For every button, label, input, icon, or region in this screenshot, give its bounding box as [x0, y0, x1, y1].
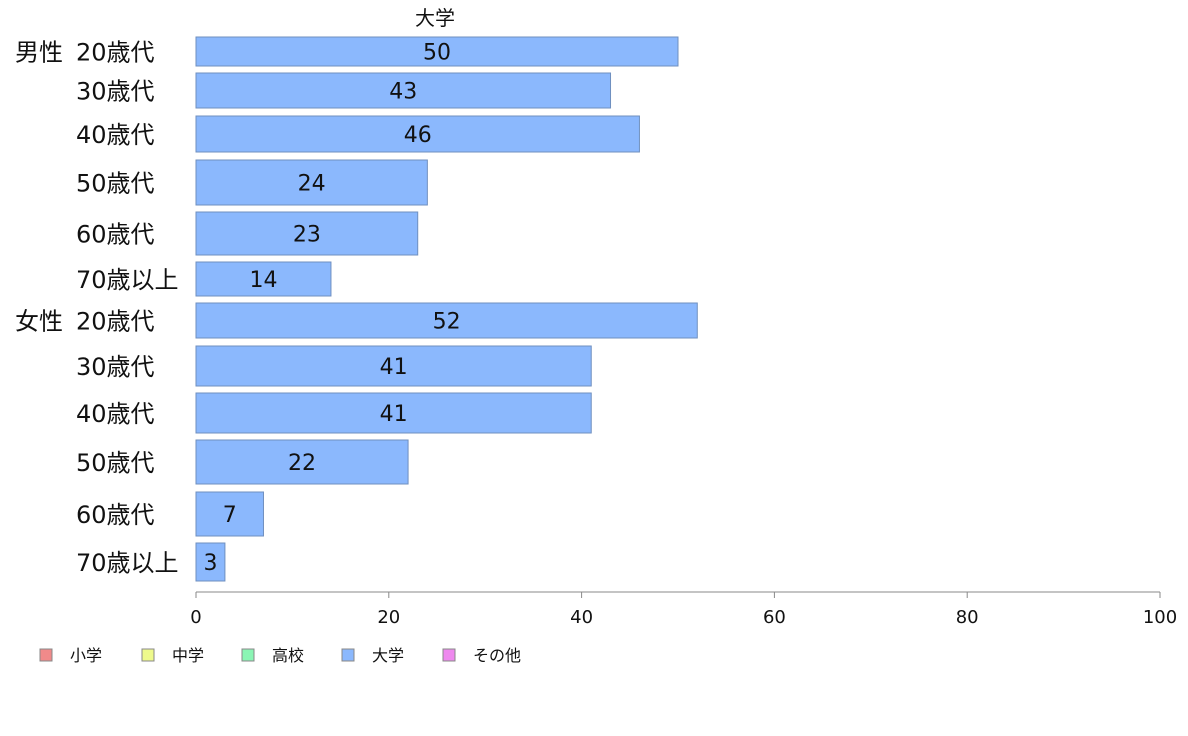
bar [195, 542, 226, 582]
bar-value-label: 43 [389, 80, 417, 105]
legend-label: 小学 [70, 646, 102, 665]
x-tick-label: 0 [190, 607, 201, 628]
bar-value-label: 50 [423, 41, 451, 66]
legend-swatch [241, 648, 255, 662]
category-label: 70歳以上 [76, 549, 179, 577]
category-label: 30歳代 [76, 78, 155, 106]
bar [195, 211, 419, 256]
bar-value-label: 7 [223, 503, 237, 528]
x-tick-label: 80 [956, 607, 979, 628]
legend-swatch [141, 648, 155, 662]
x-axis: 0 20 40 60 80 100 [190, 591, 1177, 628]
bar [195, 115, 640, 153]
bar [195, 439, 409, 485]
bar-value-label: 52 [433, 310, 461, 335]
group-label: 女性 [15, 308, 63, 336]
category-label: 60歳代 [76, 501, 155, 529]
category-label: 60歳代 [76, 221, 155, 249]
category-label: 70歳以上 [76, 266, 179, 294]
legend-swatch [442, 648, 456, 662]
category-labels-layer: 20歳代男性30歳代40歳代50歳代60歳代70歳以上20歳代女性30歳代40歳… [15, 39, 179, 578]
category-label: 50歳代 [76, 170, 155, 198]
legend: 小学 中学 高校 大学 その他 [39, 646, 521, 665]
legend-label: 大学 [372, 646, 404, 665]
legend-label: 中学 [172, 646, 204, 665]
bar-value-label: 3 [203, 551, 217, 576]
bar [195, 159, 428, 206]
bar-value-label: 14 [249, 268, 277, 293]
bar-value-label: 22 [288, 451, 316, 476]
bar [195, 392, 592, 434]
bar [195, 345, 592, 387]
x-tick-label: 40 [570, 607, 593, 628]
bar-value-label: 46 [404, 123, 432, 148]
category-label: 40歳代 [76, 121, 155, 149]
bar [195, 491, 264, 537]
chart-title: 大学 [415, 6, 455, 30]
legend-swatch [341, 648, 355, 662]
bar-value-label: 41 [380, 402, 408, 427]
category-label: 20歳代 [76, 308, 155, 336]
x-tick-label: 60 [763, 607, 786, 628]
x-tick-label: 100 [1143, 607, 1177, 628]
bar-value-label: 24 [298, 172, 326, 197]
group-label: 男性 [15, 39, 63, 67]
legend-swatch [39, 648, 53, 662]
bar-value-label: 23 [293, 223, 321, 248]
bar [195, 261, 332, 297]
category-label: 40歳代 [76, 400, 155, 428]
category-label: 20歳代 [76, 39, 155, 67]
bar [195, 72, 612, 109]
legend-label: その他 [473, 646, 521, 665]
bar [195, 302, 698, 339]
bar-value-label: 41 [380, 355, 408, 380]
category-label: 30歳代 [76, 353, 155, 381]
bar [195, 36, 679, 67]
category-label: 50歳代 [76, 449, 155, 477]
x-tick-label: 20 [377, 607, 400, 628]
legend-label: 高校 [272, 646, 304, 665]
